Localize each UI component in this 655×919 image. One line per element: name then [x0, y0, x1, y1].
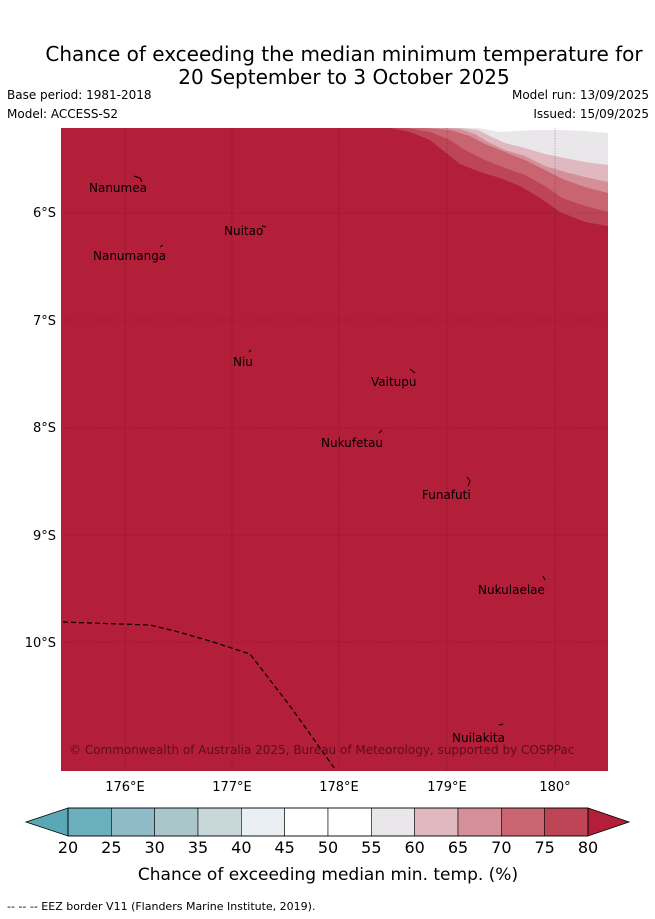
colorbar-tick-60: 60	[404, 838, 424, 857]
lon-label-179: 179°E	[427, 780, 467, 795]
place-label-nuilakita: Nuilakita	[452, 731, 505, 745]
lon-label-178: 178°E	[319, 780, 359, 795]
place-label-niu: Niu	[233, 355, 253, 369]
contour-55	[462, 128, 608, 165]
contour-50	[478, 128, 608, 133]
place-label-nukufetau: Nukufetau	[321, 436, 383, 450]
vaitupu-island	[409, 368, 416, 374]
colorbar-tick-35: 35	[188, 838, 208, 857]
nuitao-island	[261, 225, 267, 228]
colorbar-ticks: 20 25 30 35 40 45 50 55 60 65 70 75 80	[58, 838, 598, 857]
probability-field	[61, 128, 608, 771]
lat-label-9: 9°S	[33, 529, 56, 544]
lat-label-6: 6°S	[33, 206, 56, 221]
island-marks	[133, 175, 546, 726]
model-run-date: Model run: 13/09/2025	[511, 88, 649, 102]
nukulaelae-island	[542, 575, 546, 581]
colorbar-tick-80: 80	[578, 838, 598, 857]
nuilakita-island	[498, 723, 504, 726]
colorbar-swatch-11	[544, 807, 589, 837]
base-period: Base period: 1981-2018	[7, 88, 152, 102]
colorbar-tick-70: 70	[491, 838, 511, 857]
colorbar-label: Chance of exceeding median min. temp. (%…	[138, 865, 518, 885]
colorbar-tick-40: 40	[231, 838, 251, 857]
niu-island	[248, 349, 252, 353]
colorbar-swatch-2	[154, 807, 199, 837]
colorbar-swatch-8	[414, 807, 459, 837]
colorbar-tick-50: 50	[318, 838, 338, 857]
colorbar-swatch-3	[197, 807, 242, 837]
gridlines	[61, 128, 608, 771]
lat-label-10: 10°S	[25, 636, 56, 651]
nanumanga-island	[159, 244, 164, 248]
colorbar-tick-30: 30	[144, 838, 164, 857]
place-labels: Nanumea Nuitao Nanumanga Niu Vaitupu Nuk…	[89, 181, 545, 745]
place-label-vaitupu: Vaitupu	[371, 375, 417, 389]
place-label-funafuti: Funafuti	[422, 488, 471, 502]
colorbar-high-extension	[587, 807, 631, 837]
map-title-line-2: 20 September to 3 October 2025	[178, 65, 510, 89]
colorbar-swatch-6	[327, 807, 372, 837]
colorbar-swatch-5	[284, 807, 329, 837]
lat-label-7: 7°S	[33, 314, 56, 329]
colorbar-tick-45: 45	[274, 838, 294, 857]
colorbar-tick-55: 55	[361, 838, 381, 857]
map-title-line-1: Chance of exceeding the median minimum t…	[45, 42, 643, 66]
colorbar-tick-20: 20	[58, 838, 78, 857]
colorbar-swatch-1	[111, 807, 155, 837]
colorbar-tick-65: 65	[448, 838, 468, 857]
colorbar: 20 25 30 35 40 45 50 55 60 65 70 75 80 Chance of exc…	[24, 807, 631, 885]
place-label-nukulaelae: Nukulaelae	[478, 583, 545, 597]
copyright-notice: © Commonwealth of Australia 2025, Bureau…	[69, 743, 574, 757]
funafuti-island	[466, 476, 471, 487]
nanumea-island	[133, 175, 143, 183]
colorbar-swatch-7	[371, 807, 415, 837]
lat-label-8: 8°S	[33, 421, 56, 436]
issued-date: Issued: 15/09/2025	[533, 107, 649, 121]
colorbar-low-extension	[24, 807, 69, 837]
eez-border	[62, 621, 336, 770]
model-name: Model: ACCESS-S2	[7, 107, 119, 121]
colorbar-frame	[67, 807, 589, 837]
colorbar-tick-25: 25	[101, 838, 121, 857]
eez-footnote: -- -- -- EEZ border V11 (Flanders Marine…	[7, 900, 316, 913]
place-label-nanumea: Nanumea	[89, 181, 147, 195]
colorbar-swatch-4	[241, 807, 285, 837]
place-label-nanumanga: Nanumanga	[93, 249, 166, 263]
lon-label-180: 180°	[539, 780, 570, 795]
colorbar-tick-75: 75	[534, 838, 554, 857]
map-area	[61, 128, 608, 771]
nukufetau-island	[378, 429, 383, 434]
place-label-nuitao: Nuitao	[224, 224, 263, 238]
lon-label-176: 176°E	[105, 780, 145, 795]
colorbar-swatches	[67, 807, 589, 837]
colorbar-swatch-9	[457, 807, 502, 837]
colorbar-swatch-10	[501, 807, 545, 837]
axis-labels: 176°E 177°E 178°E 179°E 180° 6°S 7°S 8°S…	[25, 206, 571, 795]
colorbar-swatch-0	[67, 807, 112, 837]
lon-label-177: 177°E	[212, 780, 252, 795]
